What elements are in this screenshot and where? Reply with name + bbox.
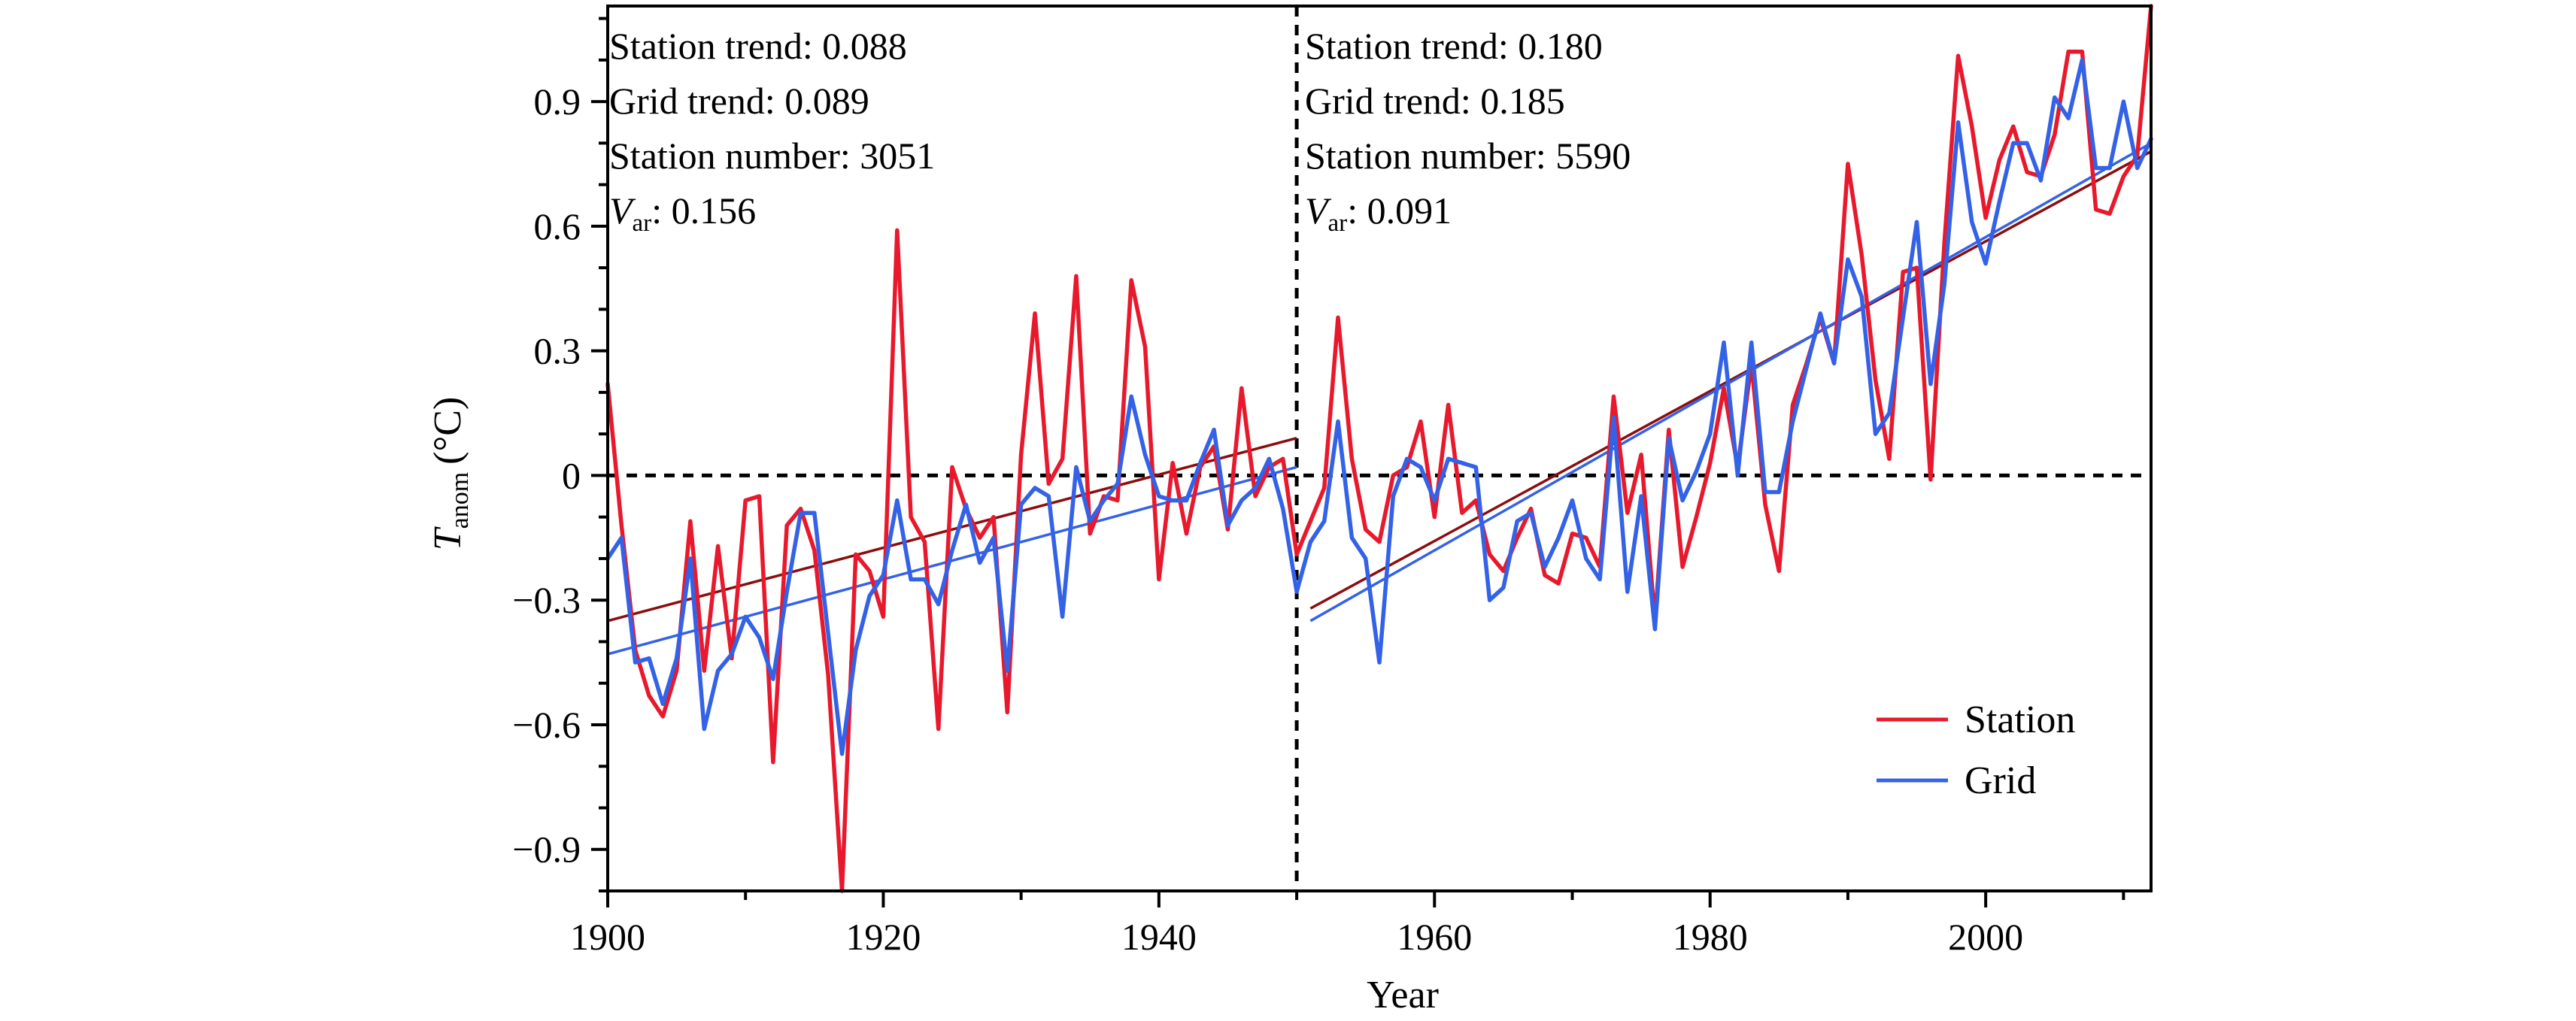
right-station-trend: Station trend: 0.180 (1305, 25, 1603, 67)
y-tick-label: 0.6 (534, 205, 581, 247)
x-tick-label: 2000 (1948, 916, 2023, 958)
legend: Station Grid (1877, 698, 2075, 802)
x-tick-label: 1960 (1397, 916, 1472, 958)
y-tick-label: −0.6 (512, 704, 581, 746)
trend-line-2 (1309, 150, 2152, 610)
y-axis-symbol: T (426, 526, 469, 550)
left-var: Var: 0.156 (609, 189, 756, 237)
legend-label-grid: Grid (1965, 759, 2036, 802)
right-var-subscript: ar (1328, 210, 1348, 237)
left-station-number: Station number: 3051 (609, 135, 935, 177)
x-tick-label: 1940 (1121, 916, 1197, 958)
x-axis-title: Year (1367, 974, 1439, 1016)
y-tick-label: −0.3 (512, 579, 581, 621)
left-station-trend: Station trend: 0.088 (609, 25, 907, 67)
right-grid-trend: Grid trend: 0.185 (1305, 80, 1565, 122)
x-tick-label: 1980 (1673, 916, 1748, 958)
reference-lines (608, 6, 2151, 891)
right-var-value: : 0.091 (1347, 189, 1452, 232)
y-axis-title: Tanom (°C) (426, 397, 474, 551)
x-tick-label: 1920 (845, 916, 921, 958)
legend-label-station: Station (1965, 698, 2075, 741)
series-line-grid (605, 58, 2153, 756)
trend-line-3 (1309, 141, 2152, 623)
y-axis-unit: (°C) (426, 397, 469, 465)
right-var-symbol: V (1305, 189, 1332, 232)
series-line-station (605, 4, 2153, 893)
left-var-symbol: V (609, 189, 636, 232)
right-var: Var: 0.091 (1305, 189, 1452, 237)
right-station-number: Station number: 5590 (1305, 135, 1631, 177)
axes: 1900 1920 1940 1960 1980 2000 −0.9 −0.6 −0.3 0 0.3… (512, 5, 2153, 958)
y-tick-label: 0 (562, 454, 581, 496)
y-axis-subscript: anom (446, 472, 474, 529)
y-tick-label: 0.9 (534, 80, 581, 123)
series-lines (605, 4, 2153, 893)
left-grid-trend: Grid trend: 0.089 (609, 80, 869, 122)
annotation-right: Station trend: 0.180 Grid trend: 0.185 S… (1305, 25, 1631, 237)
plot-frame (606, 5, 2153, 892)
left-var-subscript: ar (633, 210, 652, 237)
annotation-left: Station trend: 0.088 Grid trend: 0.089 S… (609, 25, 935, 237)
x-tick-label: 1900 (570, 916, 645, 958)
trend-line-1 (607, 465, 1297, 656)
y-tick-label: 0.3 (534, 330, 581, 372)
y-tick-label: −0.9 (512, 829, 581, 871)
left-var-value: : 0.156 (651, 189, 756, 232)
trend-lines (607, 141, 2152, 656)
